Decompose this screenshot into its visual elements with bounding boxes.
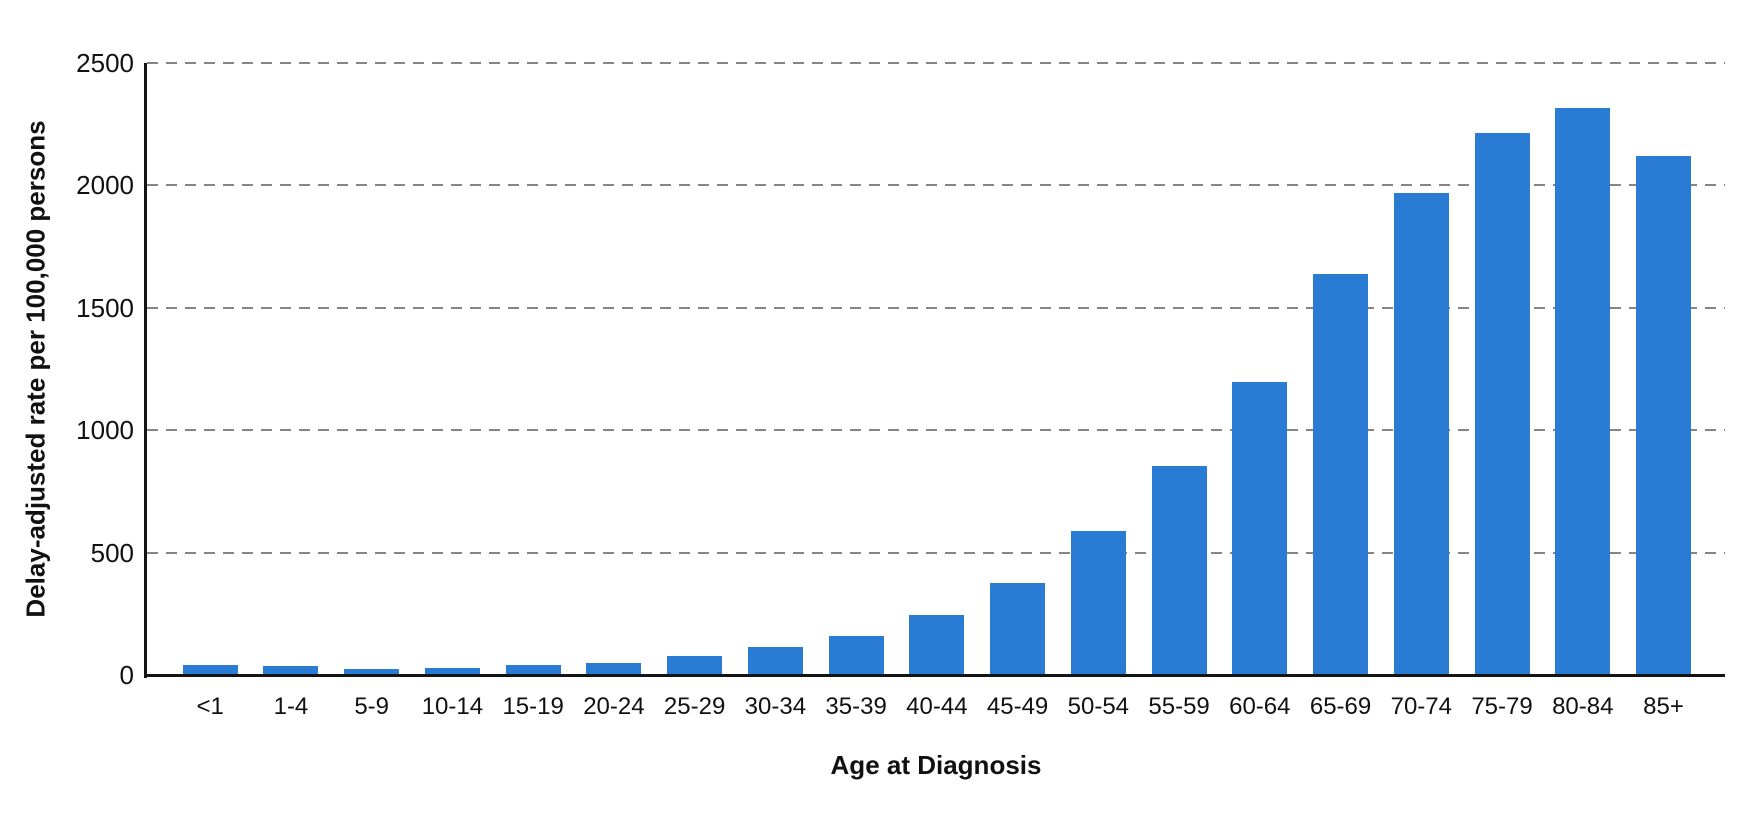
plot-area [144, 62, 1725, 678]
x-tick-label: 80-84 [1552, 693, 1614, 720]
gridline-1500 [147, 306, 1725, 309]
bar-1-4 [263, 665, 319, 675]
y-tick-label: 500 [90, 537, 134, 568]
bar-75-79 [1474, 133, 1530, 675]
x-tick-label: 70-74 [1390, 693, 1452, 720]
bar-5-9 [344, 668, 400, 675]
bar-35-39 [828, 635, 884, 675]
bar-30-34 [747, 647, 803, 675]
x-tick-label: 55-59 [1148, 693, 1210, 720]
gridline-1000 [147, 429, 1725, 432]
x-tick-label: 1-4 [273, 693, 309, 720]
x-tick-label: <1 [196, 693, 224, 720]
bar-55-59 [1151, 466, 1207, 675]
x-tick-label: 65-69 [1309, 693, 1372, 720]
x-tick-label: 50-54 [1067, 693, 1130, 720]
gridline-2500 [147, 62, 1725, 64]
x-tick-label: 25-29 [663, 693, 726, 720]
y-axis-line [144, 63, 147, 678]
bar-45-49 [990, 583, 1046, 675]
y-tick-label: 1000 [76, 415, 134, 446]
x-tick-label: 75-79 [1471, 693, 1533, 720]
bar-80-84 [1555, 108, 1611, 675]
bar-70-74 [1393, 192, 1449, 675]
bar-10-14 [424, 667, 480, 675]
bar-65-69 [1313, 273, 1369, 675]
x-tick-label: 15-19 [502, 693, 564, 720]
x-tick-label: 40-44 [906, 693, 968, 720]
y-tick-label: 2500 [76, 48, 134, 78]
x-tick-label: 30-34 [744, 693, 807, 720]
bar-15-19 [505, 665, 561, 675]
y-tick-label: 1500 [76, 292, 134, 323]
bar-25-29 [667, 655, 723, 675]
bar-20-24 [586, 662, 642, 675]
bar-60-64 [1232, 381, 1288, 675]
x-tick-label: 20-24 [583, 693, 645, 720]
bar-50-54 [1070, 531, 1126, 675]
x-tick-label: 5-9 [354, 693, 390, 720]
x-axis-line [144, 674, 1725, 677]
x-tick-label: 85+ [1643, 693, 1684, 720]
x-tick-label: 60-64 [1229, 693, 1291, 720]
gridline-2000 [147, 184, 1725, 187]
x-axis-title: Age at Diagnosis [830, 750, 1042, 780]
bar-85+ [1636, 155, 1692, 675]
y-tick-label: 0 [119, 660, 134, 690]
y-tick-label: 2000 [76, 170, 134, 201]
bar-<1 [182, 665, 238, 675]
gridline-500 [147, 551, 1725, 554]
x-tick-label: 35-39 [825, 693, 887, 720]
bar-40-44 [909, 614, 965, 675]
x-tick-label: 45-49 [986, 693, 1049, 720]
x-tick-label: 10-14 [421, 693, 484, 720]
